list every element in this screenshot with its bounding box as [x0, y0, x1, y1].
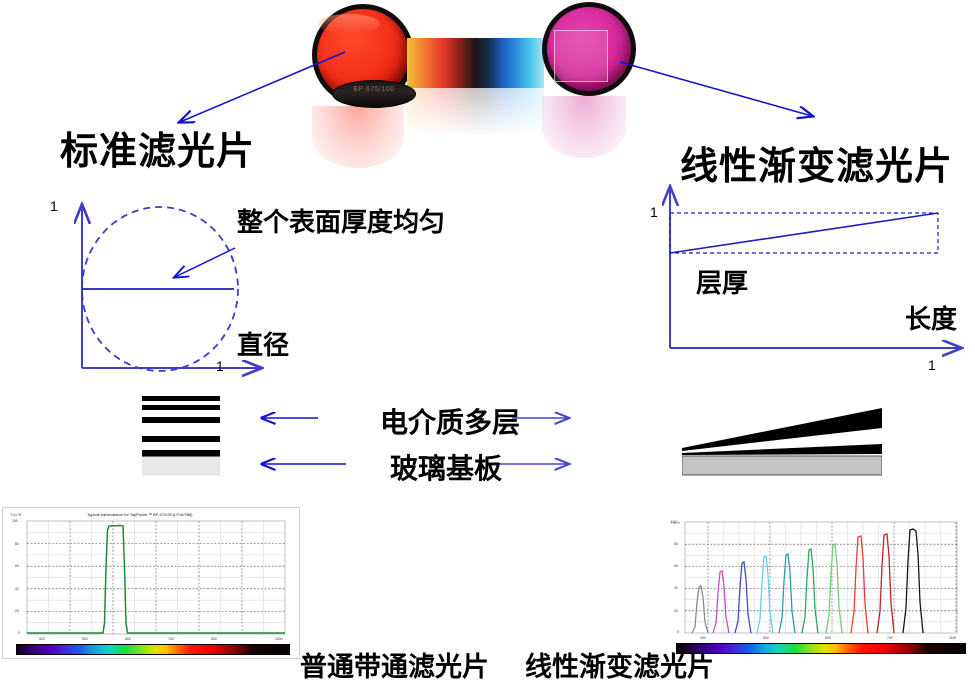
label-layer-thickness: 层厚 — [696, 269, 749, 299]
chart-right-trace-8 — [850, 535, 869, 634]
chart-left-ytick-100: 100 — [12, 519, 18, 523]
glass-substrate-wedge — [682, 455, 882, 476]
chart-left-xtick-700: 700 — [168, 637, 174, 641]
chart-right-ytick-40: 40 — [674, 586, 678, 591]
chart-left-ytick-60: 60 — [15, 564, 19, 568]
chart-right-xtick-700: 700 — [887, 636, 893, 640]
chart-right-ylabel: T in % — [670, 521, 680, 525]
chart-right-trace-7 — [825, 542, 843, 634]
dielectric-wedge-lower — [682, 444, 882, 455]
chart-left-spectrum-bar — [16, 644, 290, 655]
arrow-to-standard-filter — [180, 51, 346, 122]
glass-substrate-layer — [142, 456, 220, 476]
chart-left-ylabel: T in % — [10, 512, 22, 517]
standard-bandpass-transmission-chart: Typical transmission for TopProbe ™ BP 5… — [2, 507, 300, 659]
chart-left-ytick-20: 20 — [15, 609, 19, 613]
uniform-thickness-circle — [81, 206, 239, 372]
chart-right-ytick-20: 20 — [674, 608, 678, 613]
magenta-filter-square-highlight — [554, 30, 608, 82]
chart-left-xtick-600: 600 — [125, 637, 131, 641]
dielectric-layer — [142, 417, 220, 423]
arrow-to-uniform-thickness — [175, 247, 236, 277]
red-filter-reflection — [312, 106, 404, 168]
chart-right-trace-6 — [801, 547, 819, 634]
lvf-layer-stack — [682, 408, 882, 476]
chart-right-xtick-500: 500 — [763, 636, 769, 640]
chart-right-spectrum-bar — [676, 643, 966, 654]
x-axis-max-label-right: 1 — [928, 357, 936, 373]
filter-mount-ring — [332, 80, 416, 108]
heading-linear-variable-filter: 线性渐变滤光片 — [680, 144, 954, 188]
wedge-bounding-box — [669, 212, 939, 254]
dielectric-wedge-upper — [682, 408, 882, 451]
chart-left-title: Typical transmission for TopProbe ™ BP 5… — [87, 512, 193, 517]
chart-left-xtick-1000: 1000 — [275, 637, 283, 641]
y-axis-max-label-right: 1 — [650, 204, 658, 220]
red-filter-sheen — [318, 14, 380, 34]
chart-right-xtick-1100: 1100 — [949, 636, 957, 640]
linear-variable-filter-photo — [407, 38, 544, 88]
y-axis-max-label-left: 1 — [50, 198, 58, 214]
chart-right-trace-5 — [778, 553, 796, 634]
chart-left-plot — [26, 520, 286, 635]
chart-left-ytick-40: 40 — [15, 586, 19, 591]
linear-variable-filter-schematic — [650, 180, 975, 380]
dielectric-layer — [142, 405, 220, 410]
filter-photo-group: BP 675/100 — [292, 0, 636, 172]
chart-right-trace-2 — [712, 570, 730, 634]
chart-right-trace-1 — [691, 585, 709, 634]
chart-left-xtick-400: 400 — [39, 637, 45, 641]
chart-right-trace-3 — [734, 561, 752, 634]
dielectric-layer — [142, 436, 220, 442]
dielectric-layer — [142, 450, 220, 457]
chart-right-trace-10 — [902, 528, 924, 634]
chart-right-ytick-60: 60 — [674, 564, 678, 569]
chart-left-xtick-800: 800 — [211, 637, 217, 641]
chart-right-xtick-600: 600 — [825, 636, 831, 640]
top-pointer-arrows — [0, 51, 975, 200]
magenta-filter-disc-photo — [542, 2, 636, 96]
magenta-filter-reflection — [542, 96, 626, 158]
label-length: 长度 — [905, 305, 958, 335]
chart-right-traces — [691, 528, 924, 634]
chart-right-trace-4 — [756, 555, 774, 634]
chart-right-xtick-400: 400 — [700, 636, 706, 640]
label-dielectric-layers: 电介质多层 — [380, 406, 521, 439]
arrow-to-lvf-filter — [619, 61, 812, 116]
standard-filter-layer-stack — [142, 396, 220, 476]
chart-left-xtick-500: 500 — [82, 637, 88, 641]
chart-left-ytick-0: 0 — [18, 631, 20, 635]
chart-right-ytick-80: 80 — [674, 542, 678, 546]
linear-variable-filter-reflection — [407, 88, 544, 136]
chart-left-ytick-80: 80 — [15, 541, 19, 546]
chart-right-plot — [684, 521, 958, 634]
note-uniform-thickness: 整个表面厚度均匀 — [237, 208, 446, 238]
label-diameter: 直径 — [237, 331, 290, 361]
filter-ring-label: BP 675/100 — [353, 86, 395, 93]
dielectric-layer — [142, 396, 220, 401]
caption-linear-variable: 线性渐变滤光片 — [525, 652, 714, 683]
caption-standard-bandpass: 普通带通滤光片 — [300, 652, 489, 683]
chart-right-ytick-100: 100 — [671, 520, 677, 524]
label-glass-substrate: 玻璃基板 — [390, 452, 503, 485]
middle-callout-arrows — [250, 396, 670, 488]
standard-filter-schematic — [30, 190, 320, 385]
chart-right-trace-9 — [876, 533, 895, 634]
x-axis-max-label-left: 1 — [216, 358, 224, 374]
chart-right-ytick-0: 0 — [677, 630, 679, 634]
chart-left-trace — [27, 524, 285, 634]
heading-standard-filter: 标准滤光片 — [60, 129, 256, 173]
linear-variable-filter-transmission-chart: T in % — [668, 507, 974, 657]
linear-thickness-ramp — [669, 212, 939, 254]
